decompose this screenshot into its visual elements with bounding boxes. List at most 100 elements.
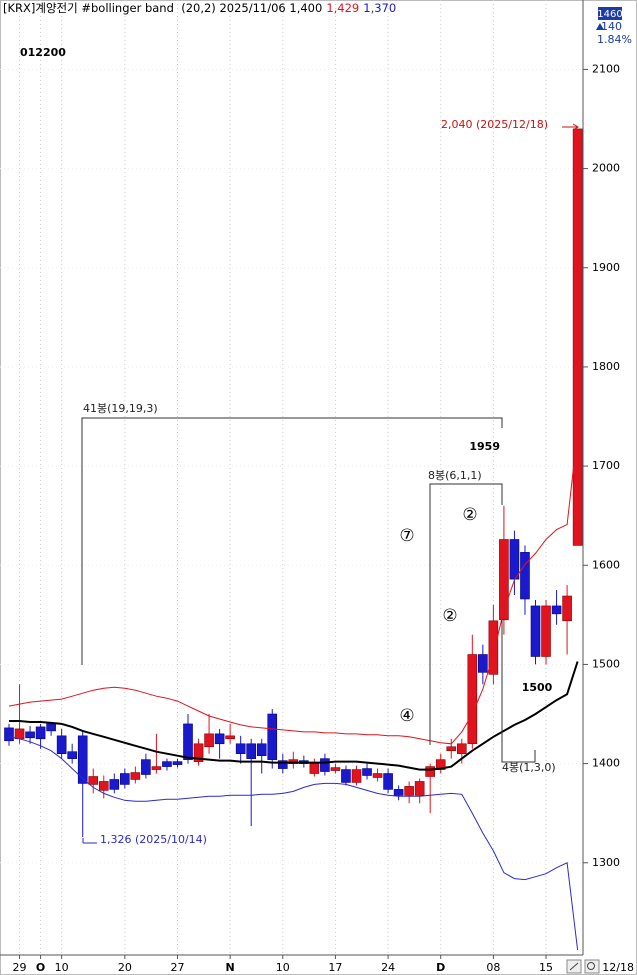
annotation: ② [462,505,477,525]
price-badge [598,7,622,20]
candle-body [225,735,235,740]
candle-body [88,776,99,785]
annotation: ⑦ [399,526,414,546]
candle-body [520,552,530,600]
candle-body [330,767,341,771]
candle-body [67,751,77,759]
candle-body [488,620,499,675]
y-tick-label: 2000 [592,162,620,175]
candle-body [35,726,46,740]
y-tick-label: 1600 [592,558,620,571]
x-tick-label: 10 [55,961,69,974]
candle-body [341,769,351,783]
annotation: 8봉(6,1,1) [428,469,482,482]
annotation: 4봉(1,3,0) [502,761,556,774]
y-tick-label: 1400 [592,757,620,770]
x-tick-label: 24 [381,961,395,974]
band-line [9,661,579,771]
x-tick-label: 08 [486,961,500,974]
candle-body [204,733,214,748]
annotation: 1500 [522,681,553,694]
candle-body [320,758,330,772]
brackets [81,123,579,844]
candle-body [246,743,256,759]
annotation: 1,326 (2025/10/14) [100,833,207,846]
candle-body [277,760,288,769]
candle-body [56,735,67,754]
candle-body [267,713,278,760]
candle-body [362,768,372,776]
change-icon [596,23,604,30]
candle-body [446,746,457,752]
candle-body [478,654,488,673]
candle-body [141,759,151,775]
candle-body [499,539,509,621]
annotation: 2,040 (2025/12/18) [441,118,548,131]
candle-body [562,595,572,622]
candle-body [467,654,478,745]
header-text: [KRX]계양전기 #bollinger band (20,2) 2025/11… [3,1,323,15]
x-tick-label: 10 [276,961,290,974]
bracket-8 [429,483,503,745]
y-tick-label: 1900 [592,261,620,274]
candle-body [414,781,425,796]
candle-body [383,773,393,790]
x-tick-label: 29 [13,961,27,974]
zoom-icon [569,962,579,971]
candle-body [393,789,404,796]
candle-body [172,761,183,765]
x-tick-label: 15 [539,961,553,974]
arrow-head [572,123,579,131]
y-tick-label: 1800 [592,360,620,373]
candle-body [162,761,172,767]
candle-body [551,605,562,615]
candle-body [4,727,14,742]
candle-body [235,743,246,754]
annotation: 1959 [469,440,500,453]
annotation: 41봉(19,19,3) [83,402,158,415]
candle-body [193,743,204,762]
x-tick-label: N [226,961,235,974]
plot [0,0,583,955]
y-tick-label: 1300 [592,856,620,869]
candle-body [98,781,109,791]
candle-body [25,731,35,739]
end-date: 12/18 [602,961,634,974]
candle-body [77,735,88,784]
candle-body [456,743,467,754]
header: [KRX]계양전기 #bollinger band (20,2) 2025/11… [3,0,396,16]
y-tick-label: 1500 [592,657,620,670]
candle-body [372,773,383,778]
price: 1460 [597,9,622,20]
candle-body [351,769,362,783]
candle-body [130,772,141,780]
x-tick-label: D [436,961,445,974]
candle-body [151,766,162,770]
bracket-41 [81,417,503,665]
candle-body [14,728,25,740]
search-icon [587,962,595,970]
header-high: 1,429 [326,1,360,15]
x-tick-label: O [36,961,45,974]
x-tick-label: 27 [170,961,184,974]
candle-body [256,743,267,756]
y-tick-label: 1700 [592,459,620,472]
candle-body [509,539,520,580]
band-line [8,431,579,745]
candle-body [183,723,193,760]
change: 140 [601,20,622,33]
bracket-4 [501,620,536,763]
candle-body [404,786,414,796]
candle-body [572,128,583,546]
x-tick-label: 17 [328,961,342,974]
candle-body [541,605,551,657]
candle-body [530,605,541,657]
candle-body [46,723,56,732]
band-line [8,736,579,951]
x-tick-label: 20 [118,961,132,974]
annotation: ② [442,606,457,626]
change-rate: 1.84% [597,33,632,46]
header-low: 1,370 [363,1,397,15]
